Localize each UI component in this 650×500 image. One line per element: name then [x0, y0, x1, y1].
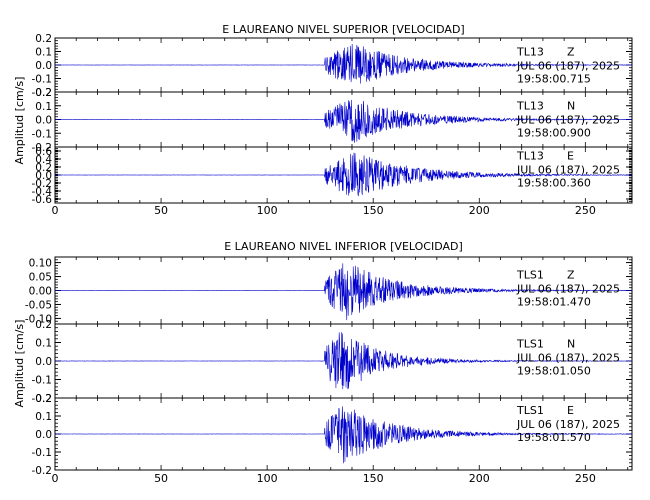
y-tick-label: -0.2 — [32, 87, 53, 99]
x-tick-label: 200 — [469, 204, 490, 217]
time-label: 19:58:01.470 — [517, 295, 591, 308]
y-tick-label: -0.2 — [32, 142, 53, 154]
time-label: 19:58:00.900 — [517, 127, 591, 140]
component-label: E — [567, 404, 574, 417]
chart-inferior: E LAUREANO NIVEL INFERIOR [VELOCIDAD] Amp… — [13, 240, 633, 485]
y-tick-label: 0.2 — [35, 162, 52, 174]
chart-title: E LAUREANO NIVEL INFERIOR [VELOCIDAD] — [224, 240, 463, 253]
y-tick-label: 0.6 — [35, 146, 52, 158]
y-tick-label: 0.1 — [35, 101, 52, 113]
y-tick-label: 0.0 — [35, 115, 52, 127]
y-tick-label: -0.10 — [25, 313, 52, 325]
waveform-line — [54, 43, 633, 84]
y-tick-label: -0.2 — [32, 393, 53, 405]
date-label: JUL 06 (187), 2025 — [516, 352, 620, 365]
component-label: N — [567, 100, 575, 113]
y-tick-label: -0.2 — [32, 178, 53, 190]
x-tick-label: 100 — [257, 472, 278, 485]
y-tick-label: -0.1 — [32, 128, 53, 140]
y-tick-label: -0.6 — [32, 194, 53, 206]
station-label: TLS1 — [516, 404, 544, 417]
y-tick-label: 0.10 — [29, 258, 52, 270]
waveform-line — [54, 332, 633, 390]
y-tick-label: -0.4 — [32, 186, 53, 198]
y-tick-label: 0.1 — [35, 338, 52, 350]
x-tick-label: 0 — [52, 204, 59, 217]
x-tick-label: 250 — [575, 472, 596, 485]
y-tick-label: 0.2 — [35, 319, 52, 331]
time-label: 19:58:00.715 — [517, 72, 591, 85]
y-tick-label: 0.2 — [35, 393, 52, 405]
time-label: 19:58:00.360 — [517, 176, 591, 189]
y-tick-label: 0.2 — [35, 33, 52, 45]
y-tick-label: 0.1 — [35, 411, 52, 423]
y-tick-label: -0.1 — [32, 447, 53, 459]
component-label: Z — [567, 268, 575, 281]
y-axis-label: Amplitud [cm/s] — [13, 320, 26, 408]
component-label: E — [567, 149, 574, 162]
component-label: N — [567, 338, 575, 351]
x-tick-label: 50 — [154, 204, 168, 217]
y-tick-label: 0.0 — [35, 60, 52, 72]
waveform-line — [54, 152, 633, 197]
date-label: JUL 06 (187), 2025 — [516, 114, 620, 127]
station-label: TL13 — [516, 45, 544, 58]
waveform-line — [54, 263, 633, 321]
y-tick-label: 0.1 — [35, 47, 52, 59]
y-tick-label: 0.0 — [35, 356, 52, 368]
y-tick-label: 0.0 — [35, 429, 52, 441]
time-label: 19:58:01.570 — [517, 431, 591, 444]
y-tick-label: 0.2 — [35, 87, 52, 99]
x-tick-label: 150 — [363, 472, 384, 485]
station-label: TLS1 — [516, 338, 544, 351]
x-tick-label: 250 — [575, 204, 596, 217]
chart-superior: E LAUREANO NIVEL SUPERIOR [VELOCIDAD] Amp… — [13, 23, 633, 217]
component-label: Z — [567, 45, 575, 58]
date-label: JUL 06 (187), 2025 — [516, 163, 620, 176]
date-label: JUL 06 (187), 2025 — [516, 418, 620, 431]
y-axis-label: Amplitud [cm/s] — [13, 77, 26, 165]
y-tick-label: -0.05 — [25, 299, 52, 311]
x-tick-label: 100 — [257, 204, 278, 217]
x-tick-label: 50 — [154, 472, 168, 485]
y-tick-label: 0.00 — [29, 286, 52, 298]
station-label: TL13 — [516, 100, 544, 113]
y-tick-label: 0.05 — [29, 272, 52, 284]
waveform-line — [54, 99, 633, 143]
x-tick-label: 150 — [363, 204, 384, 217]
y-tick-label: 0.0 — [35, 170, 52, 182]
chart-title: E LAUREANO NIVEL SUPERIOR [VELOCIDAD] — [222, 23, 464, 36]
x-tick-label: 200 — [469, 472, 490, 485]
station-label: TL13 — [516, 149, 544, 162]
waveform-line — [54, 406, 633, 464]
y-tick-label: 0.4 — [35, 154, 52, 166]
date-label: JUL 06 (187), 2025 — [516, 282, 620, 295]
time-label: 19:58:01.050 — [517, 365, 591, 378]
y-tick-label: -0.1 — [32, 375, 53, 387]
x-tick-label: 0 — [52, 472, 59, 485]
y-tick-label: -0.2 — [32, 465, 53, 477]
y-tick-label: -0.1 — [32, 74, 53, 86]
date-label: JUL 06 (187), 2025 — [516, 59, 620, 72]
station-label: TLS1 — [516, 268, 544, 281]
